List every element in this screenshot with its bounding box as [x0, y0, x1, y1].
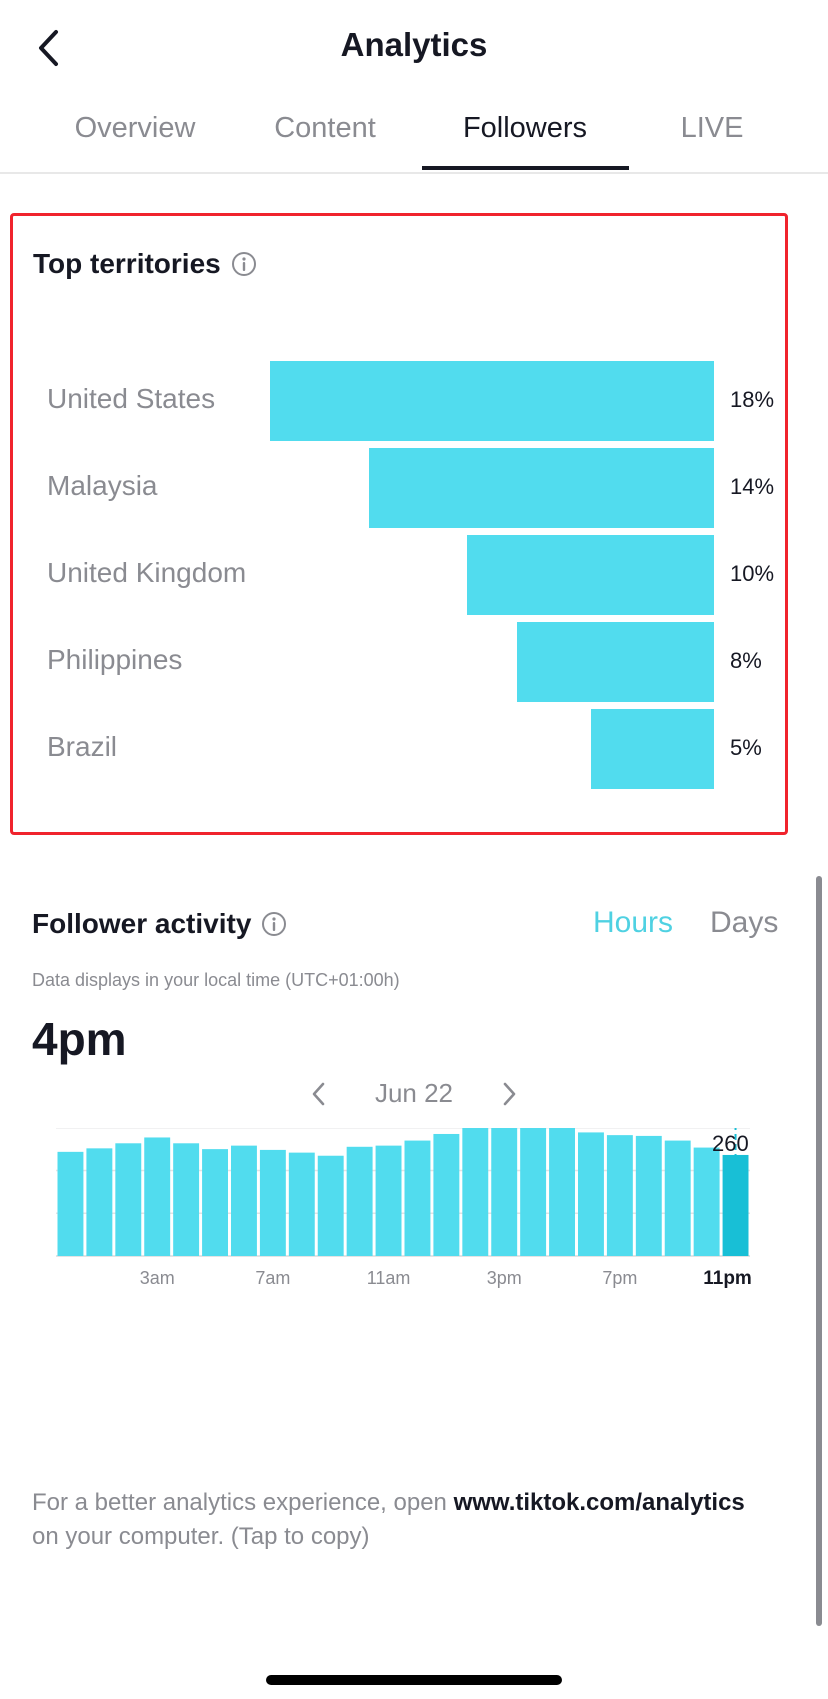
- tab-overview[interactable]: Overview: [74, 112, 196, 144]
- x-tick-label: 3pm: [487, 1268, 522, 1288]
- territory-bar: [516, 622, 714, 702]
- selected-time: 4pm: [32, 1013, 127, 1065]
- footer-text-after: on your computer. (Tap to copy): [32, 1523, 370, 1550]
- follower-activity-header: Follower activity: [32, 908, 287, 940]
- chart-bar-2am[interactable]: [115, 1143, 142, 1256]
- territory-row: United States 18%: [13, 361, 785, 443]
- chart-bar-6pm[interactable]: [578, 1132, 604, 1256]
- chart-bar-10pm[interactable]: [693, 1147, 720, 1256]
- follower-activity-title: Follower activity: [32, 908, 252, 939]
- tab-live[interactable]: LIVE: [680, 112, 744, 144]
- chart-bar-1am[interactable]: [86, 1148, 113, 1256]
- chart-bar-4am[interactable]: [173, 1143, 200, 1256]
- territory-bar: [270, 361, 714, 441]
- territory-name: Malaysia: [47, 470, 158, 501]
- chart-bar-5am[interactable]: [202, 1149, 228, 1256]
- chart-bar-4pm[interactable]: [520, 1128, 547, 1256]
- territory-row: Brazil 5%: [13, 709, 785, 791]
- chart-bar-9pm[interactable]: [664, 1140, 691, 1256]
- territory-row: United Kingdom 10%: [13, 535, 785, 617]
- previous-day-button[interactable]: [303, 1076, 333, 1112]
- chart-bar-10am[interactable]: [346, 1146, 373, 1256]
- top-territories-title: Top territories: [33, 248, 221, 279]
- top-territories-card: Top territories United States 18% Malays…: [10, 213, 788, 835]
- chart-bar-2pm[interactable]: [462, 1128, 489, 1256]
- territory-percent: 18%: [730, 387, 775, 412]
- info-icon[interactable]: [261, 911, 287, 937]
- territory-name: United Kingdom: [47, 557, 247, 588]
- chart-bar-1pm[interactable]: [433, 1133, 460, 1256]
- territory-percent: 10%: [730, 561, 775, 586]
- territory-name: Philippines: [47, 644, 183, 675]
- chart-bar-6am[interactable]: [231, 1145, 257, 1256]
- territory-row: Malaysia 14%: [13, 448, 785, 530]
- next-day-button[interactable]: [495, 1076, 525, 1112]
- follower-activity-chart[interactable]: 3am 7am 11am 3pm 7pm 11pm: [0, 1128, 828, 1308]
- chart-bar-5pm[interactable]: [549, 1128, 575, 1256]
- chart-bar-3pm[interactable]: [491, 1128, 518, 1256]
- home-indicator: [266, 1675, 562, 1685]
- chart-bar-11pm[interactable]: [722, 1154, 749, 1256]
- hours-toggle[interactable]: Hours: [593, 906, 674, 939]
- date-navigator: Jun 22: [0, 1070, 828, 1120]
- chart-bar-12am[interactable]: [57, 1151, 84, 1256]
- chart-bar-12pm[interactable]: [404, 1140, 431, 1256]
- x-tick-label: 7am: [255, 1268, 290, 1288]
- tab-followers[interactable]: Followers: [462, 112, 588, 144]
- chevron-right-icon: [503, 1082, 516, 1106]
- territory-name: Brazil: [47, 731, 118, 762]
- analytics-footer-note[interactable]: For a better analytics experience, open …: [32, 1486, 802, 1554]
- territory-row: Philippines 8%: [13, 622, 785, 704]
- chart-bar-11am[interactable]: [375, 1145, 402, 1256]
- tab-bar: Overview Content Followers LIVE: [0, 96, 828, 174]
- x-tick-label: 7pm: [602, 1268, 637, 1288]
- active-tab-indicator: [422, 166, 629, 170]
- highlighted-value-label: 260: [712, 1131, 749, 1156]
- chart-bar-8am[interactable]: [288, 1152, 315, 1256]
- chart-bar-7pm[interactable]: [606, 1135, 633, 1256]
- x-tick-label: 11am: [367, 1268, 411, 1288]
- chart-bar-8pm[interactable]: [635, 1135, 662, 1256]
- page-title: Analytics: [340, 26, 488, 63]
- territory-percent: 8%: [730, 648, 762, 673]
- x-tick-label: 11pm: [703, 1268, 752, 1289]
- chevron-left-icon: [312, 1082, 325, 1106]
- analytics-link[interactable]: www.tiktok.com/analytics: [453, 1489, 745, 1516]
- territory-bar: [590, 709, 714, 789]
- scrollbar[interactable]: [816, 876, 822, 1626]
- chart-bar-7am[interactable]: [259, 1149, 286, 1256]
- back-button[interactable]: [28, 22, 68, 74]
- chart-bar-9am[interactable]: [317, 1155, 344, 1256]
- territory-percent: 14%: [730, 474, 775, 499]
- territory-name: United States: [47, 383, 216, 414]
- territory-bar: [368, 448, 714, 528]
- footer-text-before: For a better analytics experience, open: [32, 1489, 447, 1516]
- chart-bar-3am[interactable]: [144, 1137, 171, 1256]
- territory-bar: [467, 535, 714, 615]
- header: Analytics: [0, 0, 828, 96]
- date-label: Jun 22: [374, 1078, 454, 1108]
- x-tick-label: 3am: [140, 1268, 175, 1288]
- top-territories-header: Top territories: [33, 248, 257, 280]
- territory-percent: 5%: [730, 735, 762, 760]
- days-toggle[interactable]: Days: [710, 906, 779, 939]
- tab-content[interactable]: Content: [274, 112, 376, 144]
- info-icon[interactable]: [231, 251, 257, 277]
- timezone-note: Data displays in your local time (UTC+01…: [32, 970, 400, 990]
- chevron-left-icon: [39, 30, 58, 66]
